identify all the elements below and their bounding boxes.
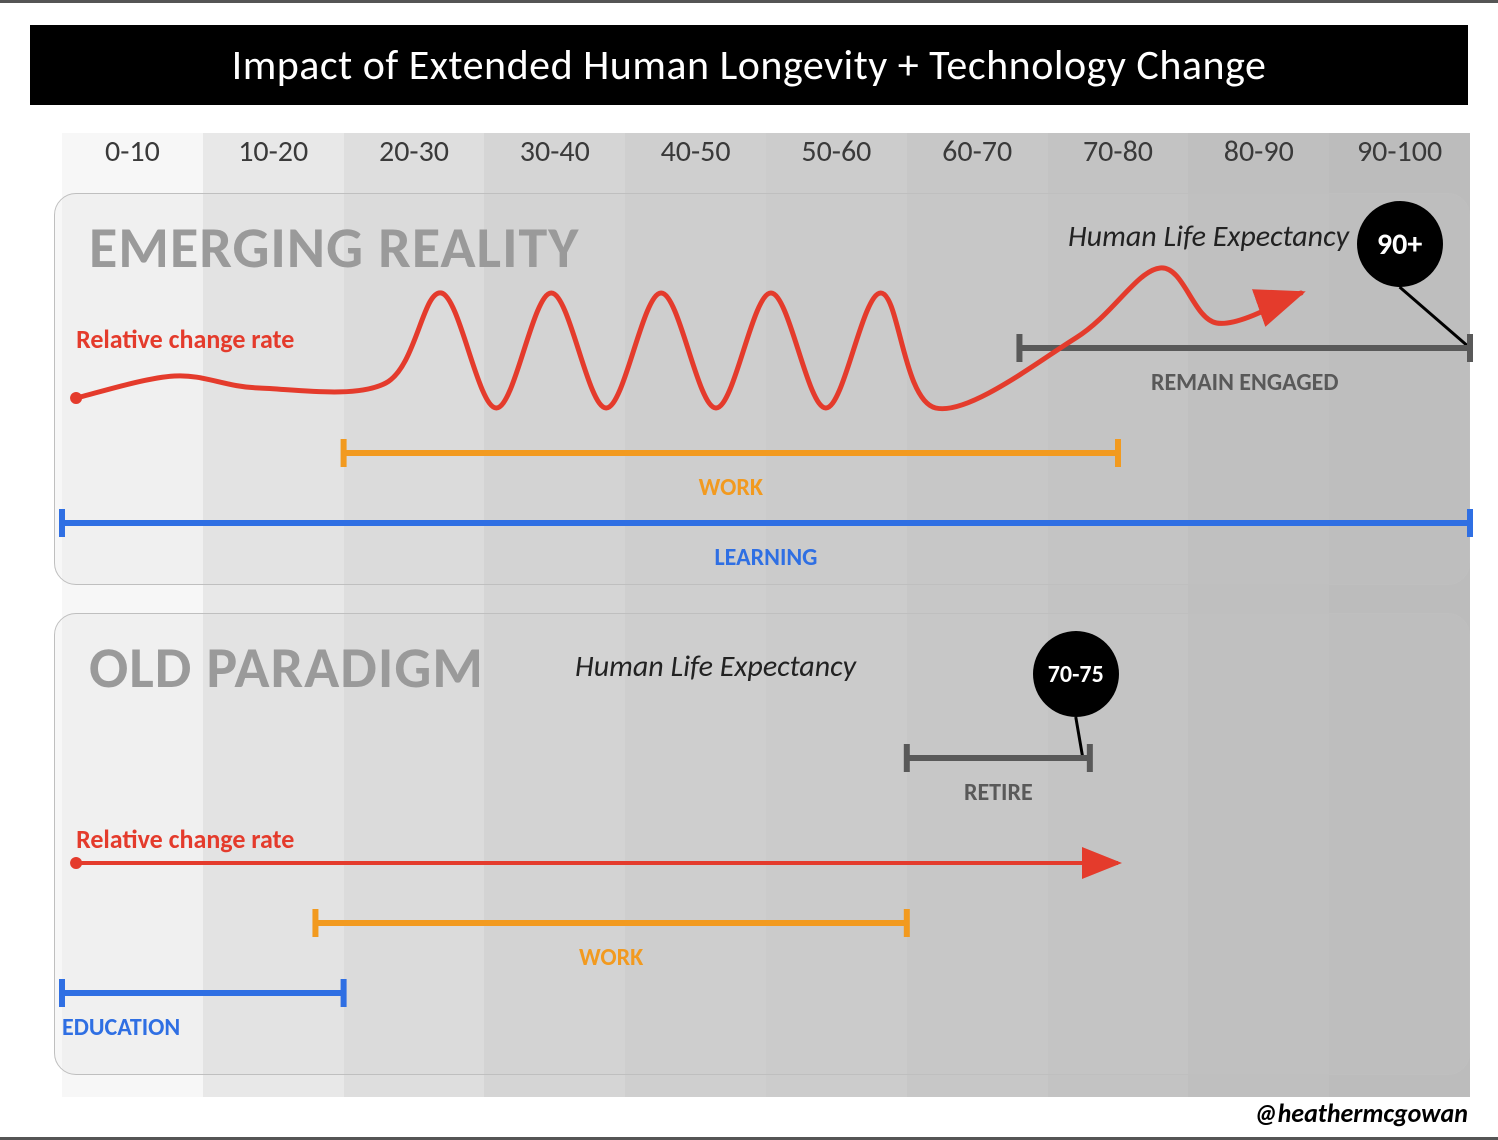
svg-text:LEARNING: LEARNING <box>715 543 818 572</box>
svg-text:WORK: WORK <box>579 943 644 972</box>
svg-text:REMAIN ENGAGED: REMAIN ENGAGED <box>1151 368 1339 397</box>
chart-svg-layer: WORK LEARNING REMAIN ENGAGED RETIRE WORK EDUC… <box>0 3 1498 1137</box>
svg-text:RETIRE: RETIRE <box>964 778 1033 807</box>
svg-text:WORK: WORK <box>699 473 764 502</box>
infographic-stage: Impact of Extended Human Longevity + Tec… <box>0 0 1498 1140</box>
attribution: @heathermcgowan <box>1254 1097 1468 1129</box>
svg-text:EDUCATION: EDUCATION <box>62 1013 180 1042</box>
